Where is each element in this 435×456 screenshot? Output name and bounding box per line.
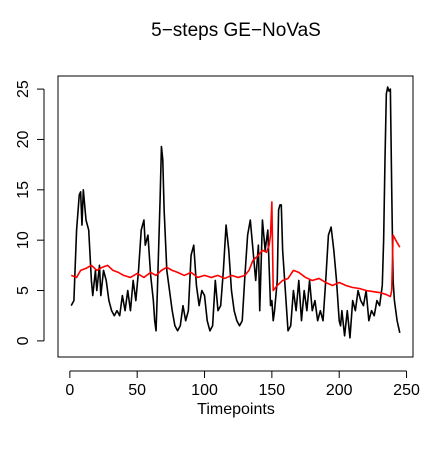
y-tick-label: 15 [15, 181, 32, 199]
x-tick-label: 150 [259, 382, 286, 399]
chart-title: 5−steps GE−NoVaS [151, 20, 321, 41]
x-tick-label: 250 [393, 382, 420, 399]
y-tick-label: 5 [15, 286, 32, 295]
y-tick-label: 10 [15, 231, 32, 249]
y-tick-label: 20 [15, 130, 32, 148]
x-tick-label: 0 [65, 382, 74, 399]
x-tick-label: 50 [128, 382, 146, 399]
plot-box [57, 75, 414, 358]
x-axis-label: Timepoints [197, 401, 275, 418]
series-line [70, 201, 401, 298]
x-tick-label: 100 [191, 382, 218, 399]
y-tick-label: 25 [15, 80, 32, 98]
series-line [70, 86, 401, 339]
x-tick-label: 200 [326, 382, 353, 399]
y-tick-label: 0 [15, 336, 32, 345]
